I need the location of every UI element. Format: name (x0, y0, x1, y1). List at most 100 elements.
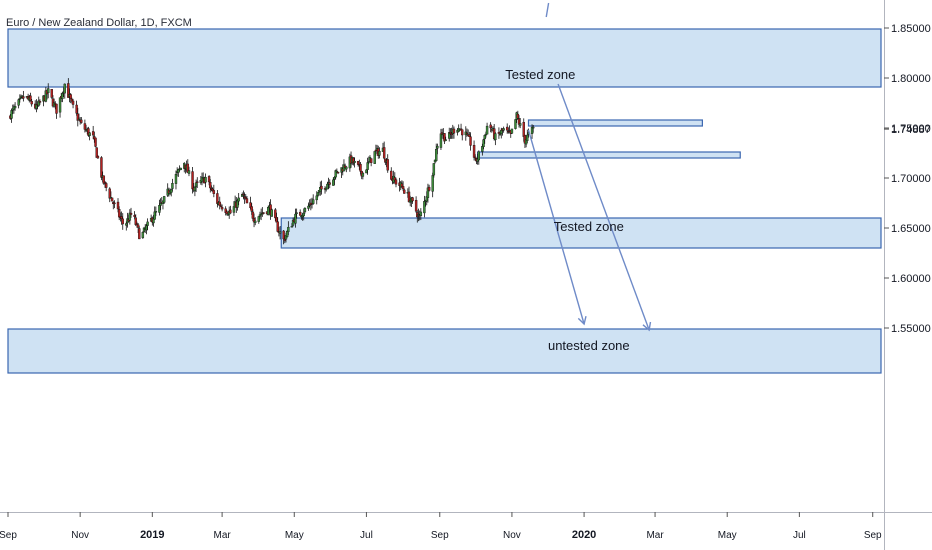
candle-body-244 (411, 197, 414, 202)
zone-rect-0[interactable] (7, 28, 882, 88)
price-tick-label-5: 1.60000 (891, 273, 931, 285)
trend-line-0[interactable] (545, 2, 550, 18)
candle-body-100 (174, 173, 178, 184)
candle-body-192 (326, 183, 329, 189)
candle-body-112 (193, 187, 197, 192)
candle-body-52 (94, 137, 97, 147)
candle-body-316 (532, 126, 535, 129)
candle-body-64 (113, 202, 116, 205)
zone-label-4: untested zone (548, 338, 630, 353)
candle-body-189 (320, 185, 323, 190)
candle-body-220 (373, 151, 376, 164)
candle-body-313 (526, 134, 529, 141)
price-tick-label-3: 1.70000 (891, 173, 931, 185)
time-tick-label-0: Sep (0, 530, 17, 541)
candle-body-300 (505, 126, 509, 131)
candle-body-24 (47, 88, 50, 94)
candle-body-186 (316, 192, 320, 196)
candle-body-286 (482, 139, 485, 148)
candle-body-280 (472, 145, 476, 158)
candle-body-249 (419, 211, 423, 217)
time-tick-label-7: Nov (503, 530, 521, 541)
candle-body-307 (516, 113, 520, 119)
candle-body-25 (50, 89, 53, 98)
candle-body-120 (207, 176, 211, 183)
candles-layer (9, 78, 535, 245)
candle-body-150 (257, 216, 260, 222)
candle-body-45 (83, 123, 87, 130)
candle-body-39 (71, 100, 75, 105)
price-tick-label-2: 1.75000 (891, 123, 931, 135)
time-tick-label-5: Jul (360, 530, 373, 541)
candle-body-162 (276, 221, 279, 232)
zone-rect-4[interactable] (7, 328, 882, 374)
candle-body-184 (311, 199, 315, 204)
candle-body-259 (436, 145, 439, 149)
chart-title: Euro / New Zealand Dollar, 1D, FXCM (6, 17, 192, 29)
price-tick-label-0: 1.85000 (891, 23, 931, 35)
candle-body-174 (295, 212, 298, 214)
candle-body-90 (158, 205, 161, 213)
candle-body-296 (498, 133, 502, 136)
candle-body-147 (251, 211, 255, 219)
candle-body-258 (435, 149, 438, 161)
candle-body-75 (133, 215, 136, 217)
price-tick-label-4: 1.65000 (891, 223, 931, 235)
candle-body-32 (61, 93, 64, 99)
candle-body-84 (146, 221, 149, 226)
candle-body-230 (390, 170, 393, 180)
candle-body-166 (283, 239, 287, 241)
candle-body-19 (38, 101, 42, 103)
time-axis[interactable]: Sep Nov 2019 Mar May Jul Sep Nov 2020 Mar May Jul Se… (0, 512, 932, 541)
candle-body-128 (219, 205, 223, 208)
candle-body-132 (226, 214, 230, 216)
candle-body-269 (452, 128, 456, 134)
candle-body-6 (18, 97, 22, 100)
zone-rect-2[interactable] (477, 151, 741, 159)
price-axis[interactable]: 1.85000 1.80000 1.75000 1.70000 1.65000 1.600… (884, 0, 931, 550)
candle-body-68 (120, 216, 123, 219)
candle-body-113 (194, 182, 198, 188)
candle-body-260 (439, 133, 443, 148)
candle-body-234 (394, 179, 398, 185)
time-tick-label-3: Mar (213, 530, 231, 541)
time-tick-label-10: May (718, 530, 737, 541)
candle-body-119 (204, 177, 207, 183)
candle-body-197 (334, 170, 337, 178)
candle-body-77 (135, 223, 139, 225)
candle-body-94 (162, 196, 166, 203)
candle-body-169 (287, 226, 290, 232)
candle-body-226 (382, 147, 386, 159)
candle-body-289 (485, 125, 489, 135)
candle-body-99 (171, 183, 174, 189)
candle-body-224 (378, 150, 381, 156)
candle-body-34 (63, 83, 66, 94)
zone-rect-1[interactable] (527, 119, 703, 127)
candle-body-156 (267, 207, 270, 215)
candle-body-125 (216, 193, 219, 204)
candle-body-309 (519, 123, 522, 126)
candle-body-199 (336, 171, 340, 174)
candle-body-219 (369, 158, 373, 163)
candle-body-204 (345, 166, 348, 170)
candle-body-42 (77, 118, 81, 121)
time-tick-label-4: May (285, 530, 304, 541)
trend-arrow-1[interactable] (557, 83, 652, 332)
candle-body-294 (494, 133, 497, 141)
candle-body-88 (153, 211, 156, 220)
candle-body-239 (403, 189, 406, 194)
zone-label-0: Tested zone (505, 67, 575, 82)
candle-body-287 (483, 135, 486, 140)
candle-body-154 (262, 212, 265, 214)
candle-body-274 (461, 129, 464, 136)
candle-body-5 (17, 99, 20, 106)
candle-body-279 (469, 136, 472, 146)
time-tick-label-12: Sep (864, 530, 882, 541)
candle-body-83 (145, 225, 148, 231)
candle-body-134 (229, 209, 232, 214)
candle-body-250 (423, 200, 426, 214)
trend-arrow-0[interactable] (527, 129, 587, 326)
candle-body-139 (237, 197, 240, 202)
